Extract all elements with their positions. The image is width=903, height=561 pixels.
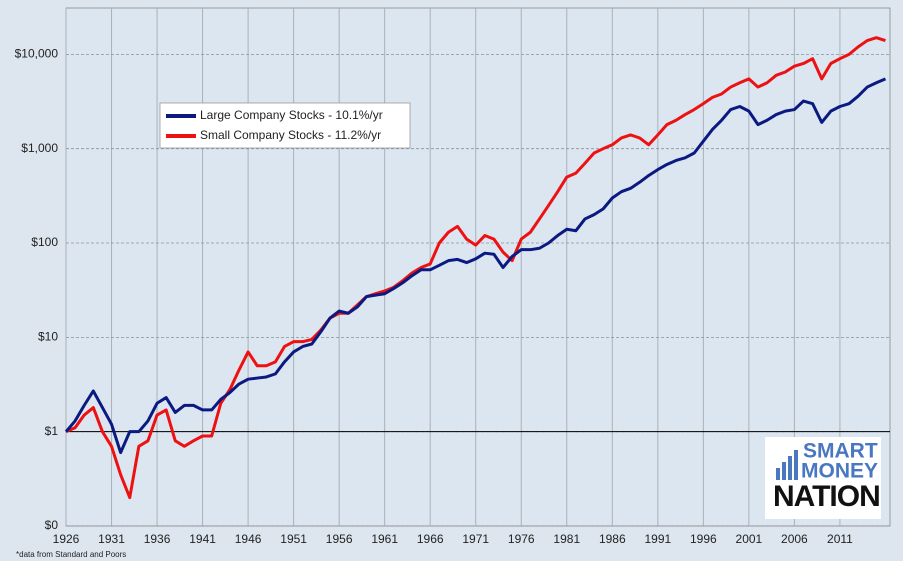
legend-box bbox=[159, 102, 411, 149]
x-tick-label: 1986 bbox=[599, 532, 626, 546]
x-tick-label: 2011 bbox=[827, 532, 853, 546]
x-tick-label: 1951 bbox=[280, 532, 307, 546]
y-tick-label: $1,000 bbox=[21, 141, 58, 155]
legend: Large Company Stocks - 10.1%/yr Small Com… bbox=[159, 102, 411, 149]
plot-area bbox=[65, 7, 891, 527]
grid bbox=[65, 7, 891, 527]
y-tick-label: $1 bbox=[45, 424, 59, 438]
y-tick-label: $0 bbox=[45, 518, 59, 532]
x-tick-label: 1936 bbox=[144, 532, 171, 546]
y-tick-label: $10,000 bbox=[15, 47, 59, 61]
ticks: 1926 1931 1936 1941 1946 1951 1956 1961 1966 1971… bbox=[15, 47, 854, 547]
series-line bbox=[64, 77, 887, 455]
x-tick-label: 1976 bbox=[508, 532, 535, 546]
x-tick-label: 1961 bbox=[371, 532, 398, 546]
x-tick-label: 1966 bbox=[417, 532, 444, 546]
logo-bar bbox=[776, 468, 780, 480]
x-tick-label: 1971 bbox=[462, 532, 489, 546]
x-tick-label: 1931 bbox=[98, 532, 125, 546]
y-tick-label: $10 bbox=[38, 330, 58, 344]
legend-label: Small Company Stocks - 11.2%/yr bbox=[200, 128, 381, 142]
logo: SMART MONEY NATION bbox=[765, 437, 881, 519]
x-tick-label: 1946 bbox=[235, 532, 262, 546]
legend-label: Large Company Stocks - 10.1%/yr bbox=[200, 108, 383, 122]
logo-text: SMART bbox=[803, 440, 878, 463]
x-tick-label: 2001 bbox=[736, 532, 763, 546]
x-tick-label: 1991 bbox=[644, 532, 671, 546]
logo-text: MONEY bbox=[801, 460, 878, 483]
x-tick-label: 1926 bbox=[53, 532, 80, 546]
x-tick-label: 1956 bbox=[326, 532, 353, 546]
footnote: *data from Standard and Poors bbox=[16, 550, 126, 559]
x-tick-label: 1981 bbox=[553, 532, 580, 546]
logo-bar bbox=[788, 456, 792, 480]
series-line bbox=[65, 36, 886, 500]
y-tick-label: $100 bbox=[31, 235, 58, 249]
logo-bar bbox=[782, 462, 786, 480]
x-tick-label: 1941 bbox=[189, 532, 216, 546]
x-tick-label: 2006 bbox=[781, 532, 808, 546]
x-tick-label: 1996 bbox=[690, 532, 717, 546]
logo-bar bbox=[794, 450, 798, 480]
logo-text: NATION bbox=[773, 480, 880, 513]
lines bbox=[64, 36, 887, 500]
